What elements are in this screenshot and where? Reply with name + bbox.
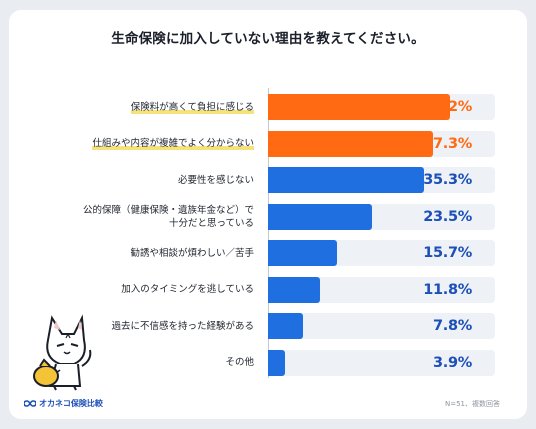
bar-row: 保険料が高くて負担に感じる 41.2% (0, 88, 536, 126)
bar-track (268, 94, 495, 120)
category-label: 必要性を感じない (178, 161, 254, 199)
bar (268, 203, 373, 230)
bar-track (268, 276, 495, 303)
cat-mascot-icon (33, 314, 92, 391)
brand-logo: オカネコ保険比較 (24, 398, 103, 409)
bar-row: その他 3.9% (0, 344, 536, 382)
category-label: 公的保障（健康保険・遺族年金など）で 十分だと思っている (83, 198, 254, 236)
category-label: その他 (225, 344, 254, 382)
bar-track (268, 240, 495, 266)
value-label: 11.8% (423, 281, 472, 298)
bar-row: 過去に不信感を持った経験がある 7.8% (0, 307, 536, 345)
value-label: 7.8% (432, 318, 472, 334)
category-label-line: 必要性を感じない (177, 174, 254, 186)
bar-row: 勧誘や相談が煩わしい／苦手 15.7% (0, 234, 536, 272)
sample-note: N=51、複数回答 (444, 400, 500, 408)
value-label: 41.2% (423, 99, 472, 115)
infinity-logo-icon (24, 400, 36, 407)
bar (268, 167, 425, 193)
chart-axis-line (268, 88, 269, 378)
bar-track (268, 130, 495, 157)
bar-row: 公的保障（健康保険・遺族年金など）で 十分だと思っている 23.5% (0, 198, 536, 236)
category-label-line: 保険料が高くて負担に感じる (130, 101, 254, 113)
category-label-line: 十分だと思っている (168, 217, 254, 229)
value-label: 15.7% (423, 245, 472, 261)
bar-track (268, 203, 495, 230)
bar (268, 313, 303, 339)
chart-title: 生命保険に加入していない理由を教えてください。 (111, 31, 425, 47)
brand-logo-text: オカネコ保険比較 (39, 399, 103, 408)
bar (268, 349, 286, 376)
value-label: 23.5% (423, 208, 472, 225)
value-label: 35.3% (423, 172, 472, 188)
bar (268, 130, 434, 157)
bar-row: 加入のタイミングを逃している 11.8% (0, 271, 536, 309)
value-label: 3.9% (432, 354, 472, 371)
bar (268, 276, 321, 303)
bar-track (268, 313, 495, 339)
bar-row: 仕組みや内容が複雑でよく分からない 37.3% (0, 125, 536, 163)
category-label-line: その他 (225, 357, 254, 368)
category-label-line: 仕組みや内容が複雑でよく分からない (92, 138, 254, 149)
bar (268, 240, 338, 266)
bar-row: 必要性を感じない 35.3% (0, 161, 536, 199)
bar-track (268, 349, 495, 376)
bar-track (268, 167, 495, 193)
category-label-line: 過去に不信感を持った経験がある (111, 320, 254, 332)
category-label-line: 勧誘や相談が煩わしい／苦手 (130, 247, 254, 259)
bar (268, 94, 451, 120)
category-label: 仕組みや内容が複雑でよく分からない (92, 125, 254, 163)
category-label: 保険料が高くて負担に感じる (131, 88, 254, 126)
category-label-line: 公的保障（健康保険・遺族年金など）で (82, 204, 254, 216)
category-label: 過去に不信感を持った経験がある (111, 307, 254, 345)
category-label: 勧誘や相談が煩わしい／苦手 (130, 234, 254, 272)
value-label: 37.3% (423, 135, 472, 152)
category-label-line: 加入のタイミングを逃している (121, 284, 254, 295)
category-label: 加入のタイミングを逃している (121, 271, 254, 309)
